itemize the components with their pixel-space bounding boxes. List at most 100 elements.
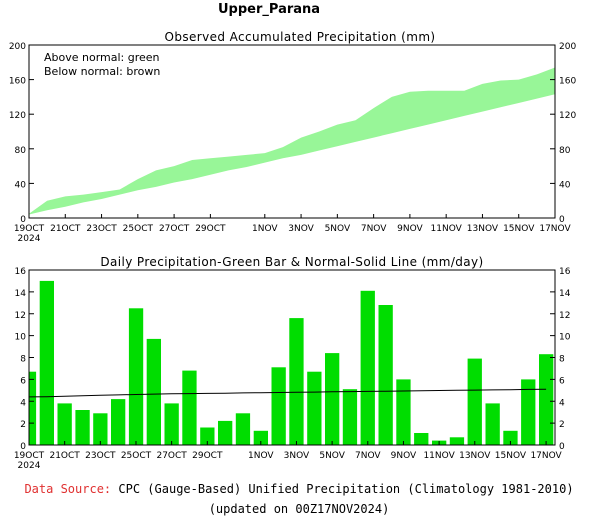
main-title: Upper_Parana: [218, 2, 320, 17]
data-source-label: Data Source:: [24, 482, 112, 496]
top-ytick-label-left: 160: [9, 77, 26, 87]
bottom-xtick-label: 21OCT: [49, 451, 80, 461]
daily-precip-bar: [325, 353, 340, 445]
daily-precip-bar: [360, 290, 375, 445]
top-ytick-label-left: 200: [9, 42, 26, 52]
top-year-label: 2024: [18, 234, 41, 244]
bottom-ytick-label-right: 6: [559, 376, 565, 386]
bottom-ytick-label-right: 16: [559, 267, 571, 277]
daily-precip-bar: [29, 371, 37, 445]
top-panel-title: Observed Accumulated Precipitation (mm): [164, 30, 435, 44]
bottom-year-label: 2024: [18, 461, 41, 471]
daily-precip-bar: [378, 305, 393, 445]
bottom-ytick-label-right: 14: [559, 289, 571, 299]
top-ytick-label-right: 160: [559, 77, 576, 87]
bottom-xtick-label: 7NOV: [355, 451, 381, 461]
daily-precip-bar: [467, 358, 482, 445]
top-ytick-label-right: 200: [559, 42, 576, 52]
daily-precip-bar: [200, 427, 215, 445]
legend-note-above: Above normal: green: [44, 51, 160, 64]
daily-precip-bar: [539, 354, 554, 445]
bottom-ytick-label-left: 6: [20, 376, 26, 386]
daily-precip-bar: [521, 379, 536, 445]
daily-precip-panel: Daily Precipitation-Green Bar & Normal-S…: [14, 255, 571, 471]
top-xtick-label: 9NOV: [397, 224, 423, 234]
bottom-ytick-label-left: 10: [15, 333, 27, 343]
top-xtick-label: 25OCT: [123, 224, 154, 234]
bottom-ytick-label-left: 2: [20, 420, 26, 430]
daily-precip-bar: [485, 403, 500, 445]
top-ytick-label-left: 40: [15, 180, 27, 190]
top-plot-frame: [28, 44, 556, 219]
top-ytick-label-right: 120: [559, 111, 576, 121]
daily-precip-bar: [57, 403, 72, 445]
legend-note-below: Below normal: brown: [44, 65, 160, 78]
top-xtick-label: 27OCT: [159, 224, 190, 234]
top-xtick-label: 15NOV: [503, 224, 535, 234]
daily-precip-bar: [39, 280, 54, 445]
top-xtick-label: 7NOV: [361, 224, 387, 234]
top-xtick-label: 1NOV: [252, 224, 278, 234]
bottom-ytick-label-right: 0: [559, 442, 565, 452]
daily-precip-bar: [253, 430, 268, 445]
top-ytick-label-right: 40: [559, 180, 571, 190]
bottom-ytick-label-left: 8: [20, 355, 26, 365]
bottom-ytick-label-left: 16: [15, 267, 27, 277]
bottom-xtick-label: 29OCT: [192, 451, 223, 461]
bottom-xtick-label: 15NOV: [495, 451, 527, 461]
top-xtick-label: 17NOV: [539, 224, 571, 234]
daily-precip-bar: [449, 437, 465, 445]
top-xtick-label: 13NOV: [467, 224, 499, 234]
above-normal-band: [29, 67, 555, 215]
daily-precip-bar: [414, 433, 429, 445]
bottom-xtick-label: 17NOV: [530, 451, 562, 461]
daily-precip-bar: [218, 420, 233, 445]
bottom-xtick-label: 27OCT: [156, 451, 187, 461]
top-xtick-label: 5NOV: [325, 224, 351, 234]
top-xtick-label: 11NOV: [431, 224, 463, 234]
top-xtick-label: 3NOV: [288, 224, 314, 234]
daily-precip-bar: [503, 430, 518, 445]
data-source-text: CPC (Gauge-Based) Unified Precipitation …: [118, 482, 574, 496]
bottom-ytick-label-right: 8: [559, 355, 565, 365]
bottom-ytick-label-left: 0: [20, 442, 26, 452]
updated-line: (updated on 00Z17NOV2024): [208, 502, 390, 516]
data-source-line: Data Source: CPC (Gauge-Based) Unified P…: [0, 482, 598, 496]
daily-precip-bar: [93, 413, 108, 445]
bottom-ytick-label-left: 14: [15, 289, 27, 299]
daily-precip-bar: [182, 370, 197, 445]
bottom-xtick-label: 3NOV: [284, 451, 310, 461]
daily-precip-bar: [146, 338, 161, 445]
bottom-ytick-label-left: 4: [20, 398, 26, 408]
top-ytick-label-left: 80: [15, 146, 27, 156]
bottom-plot-frame: [28, 269, 556, 446]
daily-precip-bar: [396, 379, 411, 445]
bottom-xtick-label: 25OCT: [121, 451, 152, 461]
daily-precip-bar: [164, 403, 179, 445]
daily-precip-bar: [111, 399, 126, 445]
bottom-ytick-label-right: 4: [559, 398, 565, 408]
daily-precip-bar: [289, 318, 304, 445]
bottom-xtick-label: 1NOV: [248, 451, 274, 461]
accumulated-precip-panel: Observed Accumulated Precipitation (mm) …: [9, 30, 577, 244]
bottom-ytick-label-right: 10: [559, 333, 571, 343]
bottom-xtick-label: 9NOV: [391, 451, 417, 461]
daily-precip-bar: [128, 308, 144, 445]
normal-line: [28, 388, 547, 398]
top-ytick-label-left: 120: [9, 111, 26, 121]
daily-precip-bar: [75, 410, 90, 445]
daily-precip-bar: [342, 389, 358, 445]
daily-precip-bar: [235, 413, 251, 445]
daily-precip-bar: [271, 367, 286, 445]
top-xtick-label: 19OCT: [14, 224, 45, 234]
bottom-ytick-label-left: 12: [15, 311, 26, 321]
bottom-xtick-label: 23OCT: [85, 451, 116, 461]
top-ytick-label-right: 0: [559, 215, 565, 225]
bottom-panel-title: Daily Precipitation-Green Bar & Normal-S…: [100, 255, 483, 269]
bottom-xtick-label: 5NOV: [319, 451, 345, 461]
top-xtick-label: 21OCT: [50, 224, 81, 234]
bottom-ytick-label-right: 2: [559, 420, 565, 430]
top-ytick-label-right: 80: [559, 146, 571, 156]
bottom-ytick-label-right: 12: [559, 311, 570, 321]
